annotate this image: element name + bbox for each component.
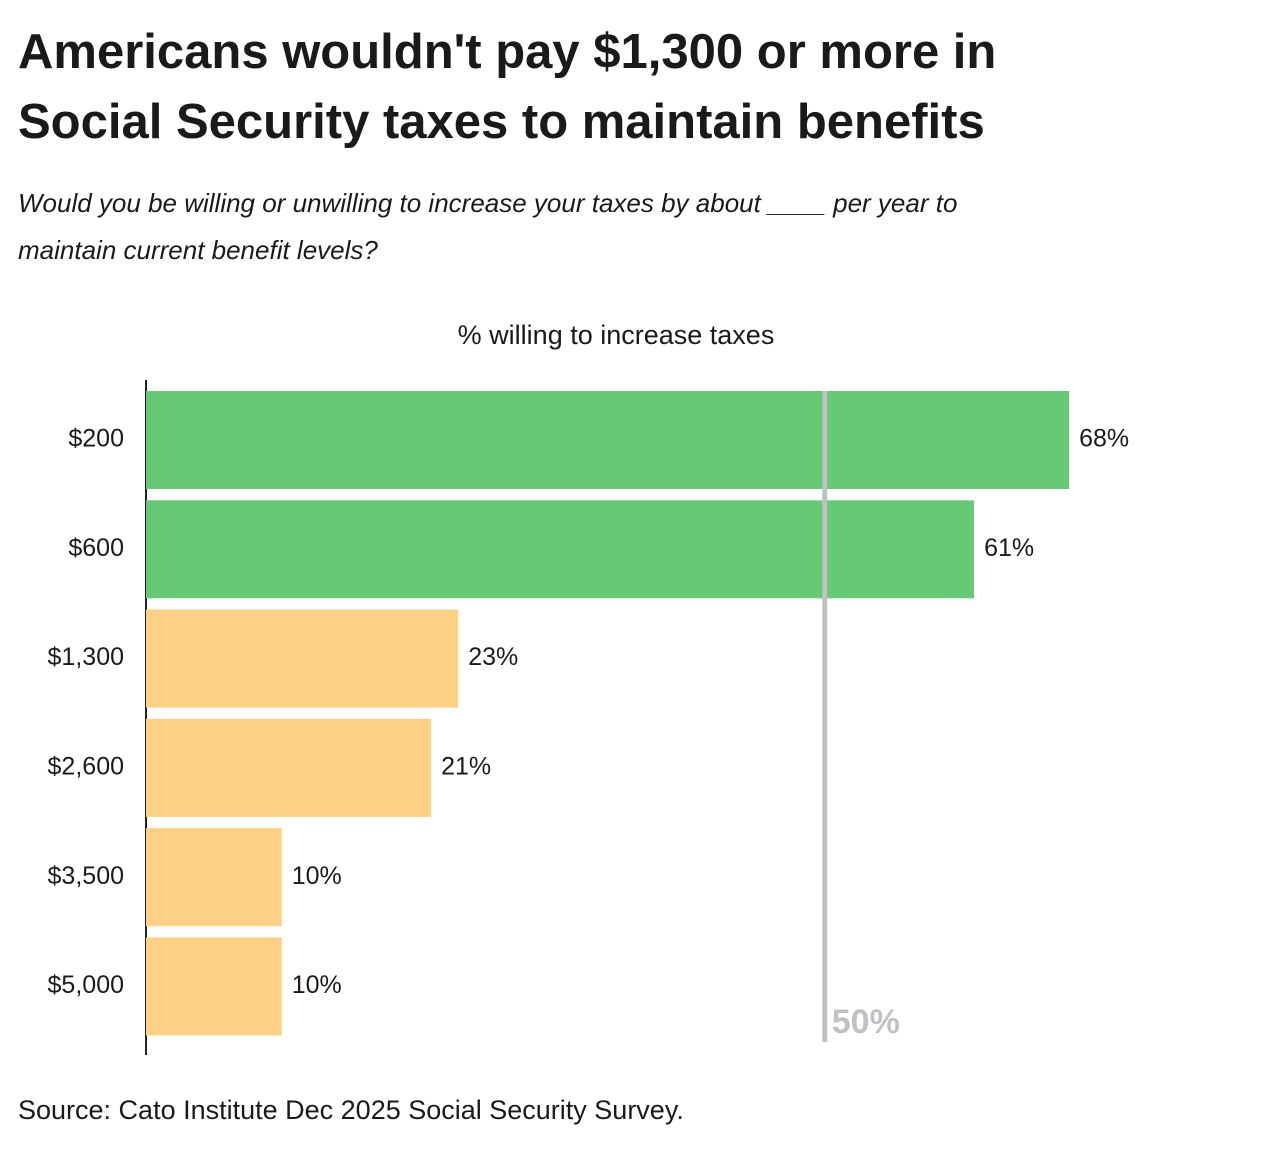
bar — [146, 718, 432, 817]
value-label: 10% — [292, 862, 342, 890]
value-label: 68% — [1079, 425, 1129, 453]
category-label: $200 — [68, 425, 124, 453]
axis-label: % willing to increase taxes — [458, 320, 775, 350]
reference-label: 50% — [832, 1003, 900, 1041]
source: Source: Cato Institute Dec 2025 Social S… — [18, 1095, 684, 1125]
subtitle: Would you be willing or unwilling to inc… — [18, 188, 957, 218]
bar — [146, 828, 282, 927]
category-label: $5,000 — [48, 971, 124, 999]
value-label: 21% — [441, 753, 491, 781]
bar — [146, 937, 282, 1036]
value-label: 23% — [468, 643, 518, 671]
value-label: 10% — [292, 971, 342, 999]
chart-title: Americans wouldn't pay $1,300 or more in — [18, 25, 996, 79]
category-label: $3,500 — [48, 862, 124, 890]
bar — [146, 391, 1070, 489]
category-label: $2,600 — [48, 753, 124, 781]
bar — [146, 500, 975, 599]
category-label: $1,300 — [48, 643, 124, 671]
category-label: $600 — [68, 534, 124, 562]
bar — [146, 609, 459, 708]
chart-title: Social Security taxes to maintain benefi… — [18, 95, 985, 149]
subtitle: maintain current benefit levels? — [18, 235, 378, 265]
value-label: 61% — [984, 534, 1034, 562]
